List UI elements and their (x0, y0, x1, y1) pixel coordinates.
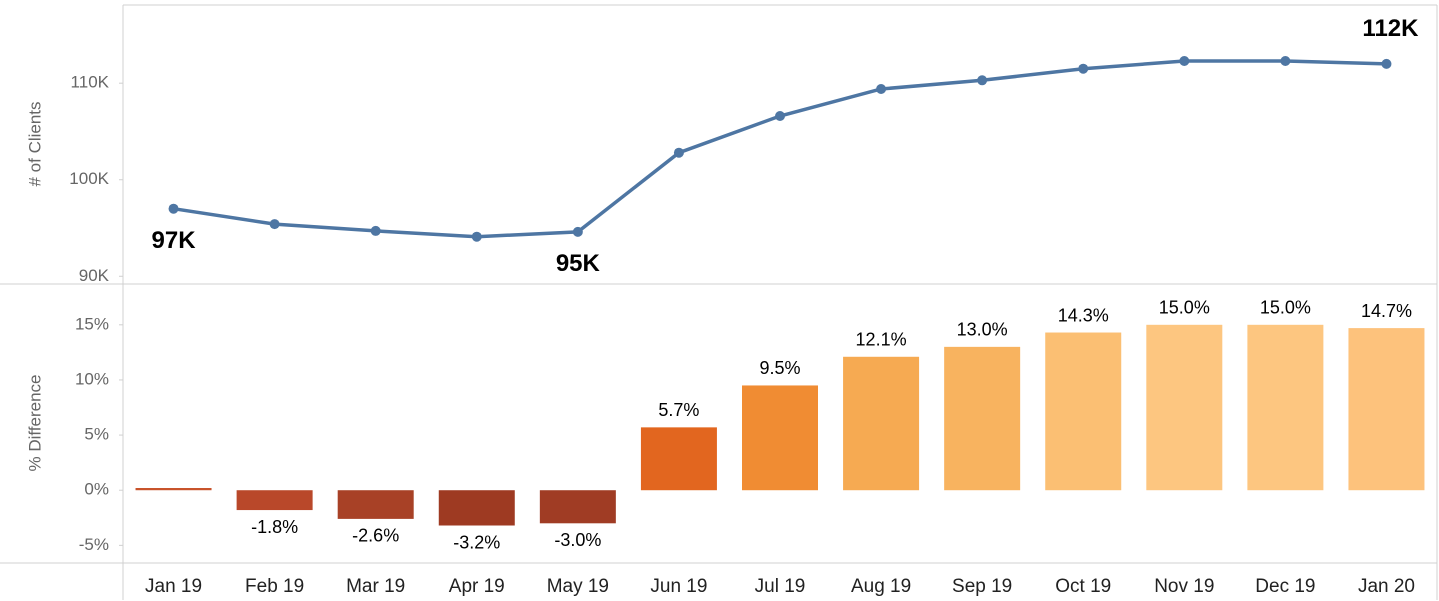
point (1280, 55, 1291, 66)
x-tick-label: Jul 19 (755, 576, 806, 597)
point (1078, 63, 1089, 74)
y-axis-title: % Difference (25, 374, 44, 471)
y-tick-label: 110K (71, 73, 110, 92)
point (168, 203, 179, 214)
bar (843, 356, 920, 491)
bar (1045, 332, 1122, 491)
data-label: 12.1% (856, 330, 907, 350)
x-tick-label: Jun 19 (650, 576, 707, 597)
point (775, 111, 785, 122)
bar (640, 427, 717, 491)
x-tick-label: Jan 19 (145, 576, 202, 597)
data-label: 15.0% (1260, 298, 1311, 318)
y-axis-title: # of Clients (25, 101, 44, 186)
bar (1247, 324, 1324, 491)
y-tick-label: 5% (84, 425, 109, 444)
bar (742, 385, 818, 491)
x-tick-label: Apr 19 (449, 576, 505, 597)
y-tick-label: 100K (69, 169, 109, 188)
x-tick-label: May 19 (547, 576, 609, 597)
point (977, 75, 988, 86)
x-tick-label: Mar 19 (346, 576, 405, 597)
point (269, 219, 280, 230)
data-label: 14.7% (1361, 301, 1412, 321)
point (876, 83, 887, 94)
data-label: 5.7% (658, 400, 699, 420)
bar (337, 490, 414, 519)
x-tick-label: Aug 19 (851, 576, 911, 597)
point (1381, 58, 1392, 69)
data-label: -3.0% (554, 530, 601, 550)
x-tick-label: Dec 19 (1255, 576, 1315, 597)
x-tick-label: Nov 19 (1154, 576, 1214, 597)
point (370, 225, 381, 236)
line (173, 59, 1387, 239)
y-tick-label: -5% (79, 535, 109, 554)
x-tick-label: Sep 19 (952, 576, 1012, 597)
y-tick-label: 90K (79, 266, 110, 285)
data-label: 97K (152, 227, 197, 254)
bar (539, 490, 616, 524)
data-label: 15.0% (1159, 298, 1210, 318)
data-label: 95K (556, 250, 601, 277)
data-label: -1.8% (251, 517, 298, 537)
data-label: 14.3% (1058, 305, 1109, 325)
bar (135, 488, 212, 491)
bar (236, 490, 313, 511)
bar (1146, 324, 1223, 491)
y-tick-label: 10% (75, 369, 109, 388)
point (471, 231, 482, 242)
point (1179, 55, 1190, 66)
bar (438, 490, 515, 526)
point (572, 226, 583, 237)
point (673, 147, 684, 158)
y-tick-label: 15% (75, 314, 109, 333)
y-tick-label: 0% (84, 480, 109, 499)
bar (944, 346, 1021, 491)
data-label: -2.6% (352, 526, 399, 546)
data-label: -3.2% (453, 532, 500, 552)
x-tick-label: Oct 19 (1055, 576, 1111, 597)
bar (1348, 328, 1425, 491)
x-tick-label: Jan 20 (1358, 576, 1415, 597)
data-label: 112K (1362, 15, 1419, 42)
x-tick-label: Feb 19 (245, 576, 304, 597)
data-label: 9.5% (759, 358, 800, 378)
data-label: 13.0% (957, 320, 1008, 340)
